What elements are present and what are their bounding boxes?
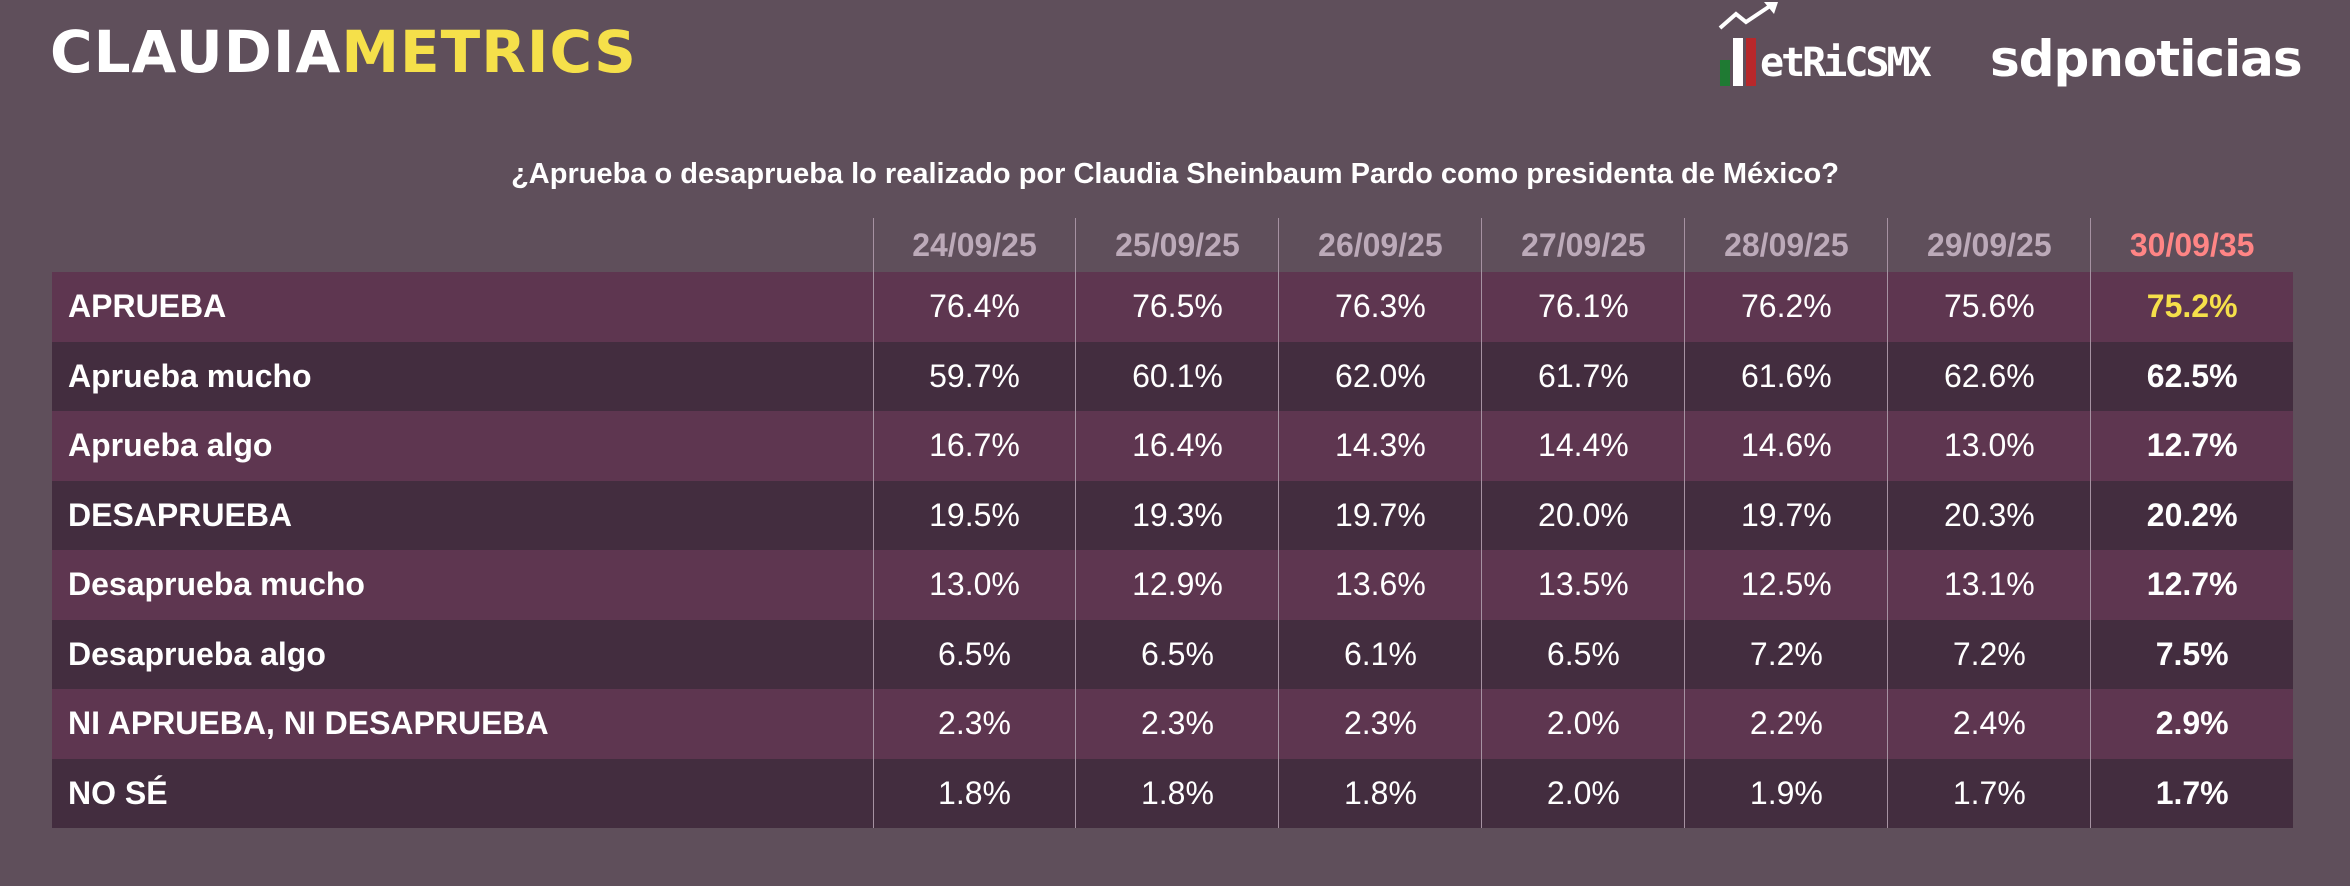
value-cell: 13.0% (872, 550, 1076, 620)
value-cell: 1.8% (872, 758, 1076, 828)
value-cell: 19.7% (1684, 480, 1888, 550)
value-cell: 19.7% (1278, 480, 1482, 550)
value-cell: 1.8% (1075, 758, 1279, 828)
value-cell: 2.3% (1075, 689, 1279, 759)
date-header: 30/09/35 (2090, 218, 2293, 272)
value-cell: 62.6% (1887, 341, 2091, 411)
row-label: NI APRUEBA, NI DESAPRUEBA (68, 705, 549, 742)
value-cell: 2.9% (2090, 689, 2293, 759)
value-cell: 76.4% (872, 272, 1076, 342)
corner-cell (52, 218, 873, 272)
value-cell: 12.9% (1075, 550, 1279, 620)
value-cell: 14.4% (1481, 411, 1685, 481)
row-label: NO SÉ (68, 774, 168, 811)
value-cell: 6.5% (872, 619, 1076, 689)
value-cell: 6.5% (1075, 619, 1279, 689)
table-row: Desaprueba algo 6.5% 6.5% 6.1% 6.5% 7.2% 7.2% 7… (52, 619, 2293, 689)
value-cell: 62.0% (1278, 341, 1482, 411)
value-cell: 2.3% (872, 689, 1076, 759)
value-cell: 59.7% (872, 341, 1076, 411)
value-cell: 2.0% (1481, 758, 1685, 828)
metricsmx-text: etRiCSMX (1760, 40, 1932, 86)
row-label: Desaprueba mucho (68, 566, 365, 603)
value-cell: 61.6% (1684, 341, 1888, 411)
bar-chart-icon (1718, 2, 1778, 86)
value-cell: 2.3% (1278, 689, 1482, 759)
value-cell: 6.1% (1278, 619, 1482, 689)
value-cell: 13.5% (1481, 550, 1685, 620)
row-label: APRUEBA (68, 288, 227, 325)
header-row: 24/09/25 25/09/25 26/09/25 27/09/25 28/09/25… (52, 218, 2293, 272)
value-cell: 2.0% (1481, 689, 1685, 759)
value-cell: 13.0% (1887, 411, 2091, 481)
value-cell: 76.5% (1075, 272, 1279, 342)
value-cell: 20.3% (1887, 480, 2091, 550)
value-cell: 7.2% (1684, 619, 1888, 689)
value-cell: 2.2% (1684, 689, 1888, 759)
value-cell: 1.8% (1278, 758, 1482, 828)
value-cell: 20.0% (1481, 480, 1685, 550)
value-cell: 1.9% (1684, 758, 1888, 828)
value-cell: 14.6% (1684, 411, 1888, 481)
value-cell: 12.7% (2090, 550, 2293, 620)
value-cell: 20.2% (2090, 480, 2293, 550)
value-cell: 7.2% (1887, 619, 2091, 689)
value-cell: 1.7% (2090, 758, 2293, 828)
row-label: Desaprueba algo (68, 635, 326, 672)
table-row: Desaprueba mucho 13.0% 12.9% 13.6% 13.5% 12.5… (52, 550, 2293, 620)
value-cell: 6.5% (1481, 619, 1685, 689)
logo-part1: CLAUDIA (50, 18, 342, 86)
value-cell: 76.1% (1481, 272, 1685, 342)
table-row: NO SÉ 1.8% 1.8% 1.8% 2.0% 1.9% 1.7% 1.7% (52, 758, 2293, 828)
results-table: 24/09/25 25/09/25 26/09/25 27/09/25 28/09/25… (52, 218, 2293, 828)
date-header: 26/09/25 (1278, 218, 1482, 272)
value-cell: 14.3% (1278, 411, 1482, 481)
row-label: Aprueba mucho (68, 357, 312, 394)
date-header: 27/09/25 (1481, 218, 1685, 272)
trend-arrow-icon (1718, 2, 1778, 30)
date-header: 24/09/25 (872, 218, 1076, 272)
sdpnoticias-logo: sdpnoticias (1990, 30, 2303, 88)
logo-part2: METRICS (341, 18, 637, 86)
value-cell: 61.7% (1481, 341, 1685, 411)
date-header: 25/09/25 (1075, 218, 1279, 272)
claudiametrics-logo: CLAUDIAMETRICS (50, 18, 637, 86)
date-header: 28/09/25 (1684, 218, 1888, 272)
value-cell: 75.6% (1887, 272, 2091, 342)
table-row: Aprueba algo 16.7% 16.4% 14.3% 14.4% 14.6% 13.… (52, 411, 2293, 481)
value-cell: 76.2% (1684, 272, 1888, 342)
value-cell: 12.5% (1684, 550, 1888, 620)
table-row: DESAPRUEBA 19.5% 19.3% 19.7% 20.0% 19.7% 20.3%… (52, 480, 2293, 550)
row-label: DESAPRUEBA (68, 496, 293, 533)
row-label: Aprueba algo (68, 427, 273, 464)
value-cell: 16.7% (872, 411, 1076, 481)
value-cell: 7.5% (2090, 619, 2293, 689)
table-row: APRUEBA 76.4% 76.5% 76.3% 76.1% 76.2% 75.6% 75.… (52, 272, 2293, 342)
value-cell: 13.1% (1887, 550, 2091, 620)
value-cell: 13.6% (1278, 550, 1482, 620)
value-cell: 1.7% (1887, 758, 2091, 828)
date-header: 29/09/25 (1887, 218, 2091, 272)
value-cell: 76.3% (1278, 272, 1482, 342)
chart-title: ¿Aprueba o desaprueba lo realizado por C… (511, 158, 1839, 190)
value-cell: 19.3% (1075, 480, 1279, 550)
metricsmx-logo: etRiCSMX (1718, 2, 1932, 86)
value-cell: 19.5% (872, 480, 1076, 550)
value-cell: 2.4% (1887, 689, 2091, 759)
value-cell: 60.1% (1075, 341, 1279, 411)
value-cell: 16.4% (1075, 411, 1279, 481)
table-row: Aprueba mucho 59.7% 60.1% 62.0% 61.7% 61.6% 62… (52, 341, 2293, 411)
table-row: NI APRUEBA, NI DESAPRUEBA 2.3% 2.3% 2.3% 2.0… (52, 689, 2293, 759)
value-cell: 75.2% (2090, 272, 2293, 342)
value-cell: 12.7% (2090, 411, 2293, 481)
value-cell: 62.5% (2090, 341, 2293, 411)
